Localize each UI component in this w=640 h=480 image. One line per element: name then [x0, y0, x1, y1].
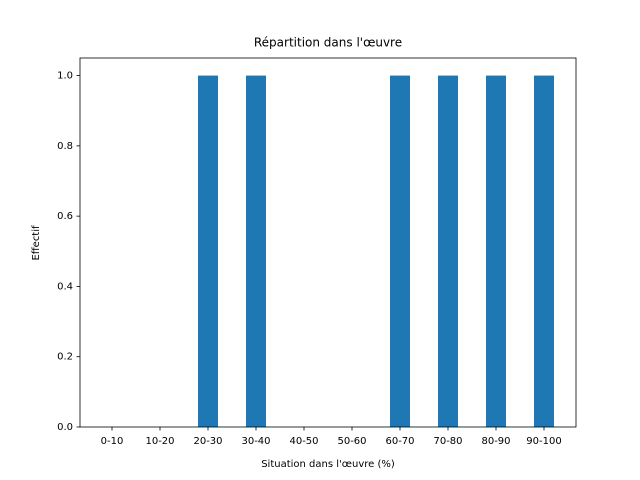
y-tick-label: 0.6 [57, 211, 73, 222]
bar [534, 75, 554, 428]
x-tick-label: 90-100 [526, 436, 561, 447]
x-tick-label: 30-40 [241, 436, 270, 447]
bar [390, 75, 410, 428]
y-tick-label: 1.0 [57, 71, 73, 82]
y-tick-label: 0.0 [57, 422, 73, 433]
x-tick-label: 60-70 [385, 436, 414, 447]
x-tick-label: 70-80 [433, 436, 462, 447]
x-tick-label: 80-90 [481, 436, 510, 447]
chart-title: Répartition dans l'œuvre [254, 36, 402, 50]
y-tick-label: 0.2 [57, 352, 73, 363]
x-axis-label: Situation dans l'œuvre (%) [261, 459, 395, 470]
x-tick-label: 50-60 [337, 436, 366, 447]
y-axis-label: Effectif [31, 225, 42, 261]
bar [486, 75, 506, 428]
y-tick-label: 0.4 [57, 281, 73, 292]
x-tick-label: 0-10 [101, 436, 124, 447]
bar [438, 75, 458, 428]
x-tick-label: 10-20 [145, 436, 174, 447]
bar [246, 75, 266, 428]
x-tick-label: 20-30 [193, 436, 222, 447]
bar [198, 75, 218, 428]
plot-frame [79, 57, 577, 428]
x-tick-label: 40-50 [289, 436, 318, 447]
y-tick-label: 0.8 [57, 141, 73, 152]
